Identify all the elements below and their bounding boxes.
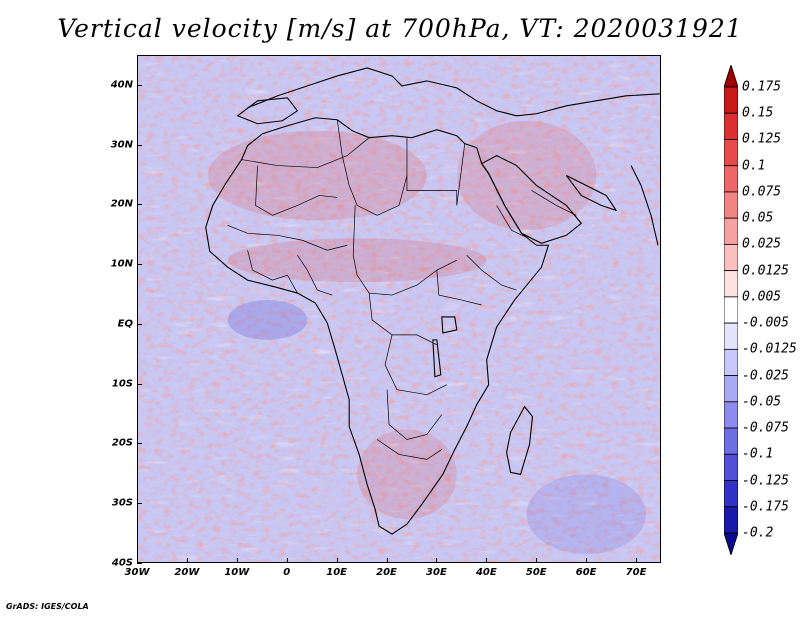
indian-ocean-blue-zone bbox=[526, 474, 647, 555]
colorbar-segment bbox=[724, 401, 738, 429]
colorbar-label: 0.15 bbox=[742, 105, 774, 121]
lake-victoria bbox=[441, 316, 458, 334]
atlantic-blue-zone bbox=[227, 300, 308, 340]
colorbar-label: -0.125 bbox=[742, 473, 789, 489]
lat-tick bbox=[137, 443, 142, 445]
lon-tick-label: 10W bbox=[224, 567, 250, 578]
lon-tick bbox=[137, 558, 138, 563]
colorbar-segment bbox=[724, 480, 738, 508]
lon-tick-label: 30W bbox=[124, 567, 150, 578]
lon-tick-label: 70E bbox=[625, 567, 647, 578]
lon-tick bbox=[536, 558, 538, 563]
lat-tick-label: 10S bbox=[111, 378, 133, 390]
lat-tick-label: 10N bbox=[110, 258, 133, 270]
colorbar-segment bbox=[724, 270, 738, 298]
colorbar-segment bbox=[724, 65, 738, 88]
colorbar-segment bbox=[724, 191, 738, 219]
colorbar-label: 0.125 bbox=[742, 131, 782, 147]
lon-tick-label: 40E bbox=[475, 567, 497, 578]
lon-tick-label: 0 bbox=[283, 567, 291, 578]
india-coast bbox=[630, 165, 659, 246]
lat-tick bbox=[137, 144, 142, 146]
lon-tick bbox=[336, 558, 338, 563]
lon-tick bbox=[386, 558, 388, 563]
lon-tick-label: 50E bbox=[525, 567, 547, 578]
colorbar-label: 0.05 bbox=[742, 210, 774, 226]
lon-tick bbox=[236, 558, 238, 563]
colorbar-segment bbox=[724, 453, 738, 481]
colorbar-segment bbox=[724, 506, 738, 534]
lon-tick-label: 20E bbox=[376, 567, 397, 578]
map-plot-area bbox=[137, 55, 661, 563]
colorbar-label: -0.175 bbox=[742, 499, 789, 515]
colorbar-label: -0.2 bbox=[742, 525, 774, 541]
colorbar-segment bbox=[724, 139, 738, 167]
colorbar-segment bbox=[724, 217, 738, 245]
lat-tick-label: EQ bbox=[117, 318, 133, 330]
colorbar-label: 0.1 bbox=[742, 158, 766, 174]
mediterranean-north-coast bbox=[247, 67, 660, 117]
africa-coastline bbox=[205, 117, 550, 535]
lat-tick bbox=[137, 503, 142, 505]
colorbar-segment bbox=[724, 244, 738, 272]
lon-tick bbox=[436, 558, 438, 563]
grads-credit: GrADS: IGES/COLA bbox=[6, 602, 89, 611]
sahel-red-zone bbox=[227, 238, 487, 283]
lon-tick-label: 10E bbox=[326, 567, 347, 578]
lat-tick-label: 30N bbox=[110, 139, 133, 151]
colorbar-label: 0.005 bbox=[742, 289, 782, 305]
colorbar-label: 0.0125 bbox=[742, 263, 789, 279]
colorbar-segment bbox=[724, 86, 738, 114]
country-borders bbox=[227, 119, 577, 460]
sahara-red-zone bbox=[207, 130, 427, 221]
colorbar-segment bbox=[724, 532, 738, 555]
lon-tick-label: 20W bbox=[174, 567, 200, 578]
lon-tick-label: 30E bbox=[426, 567, 447, 578]
colorbar-label: -0.075 bbox=[742, 420, 789, 436]
colorbar-segment bbox=[724, 165, 738, 193]
madagascar bbox=[506, 405, 534, 475]
colorbar-segment bbox=[724, 375, 738, 403]
velocity-field-map bbox=[138, 56, 660, 562]
iberia bbox=[236, 97, 299, 125]
colorbar bbox=[724, 65, 738, 555]
lat-tick-label: 40N bbox=[110, 79, 133, 91]
lat-tick bbox=[137, 323, 142, 325]
lat-tick-label: 20N bbox=[110, 198, 133, 210]
lon-tick bbox=[186, 558, 188, 563]
lon-tick bbox=[636, 558, 638, 563]
colorbar-label: 0.175 bbox=[742, 79, 782, 95]
colorbar-label: -0.05 bbox=[742, 394, 782, 410]
field-streaks bbox=[138, 56, 660, 562]
persian-gulf bbox=[565, 175, 618, 212]
lon-tick bbox=[286, 558, 288, 563]
map-title: Vertical velocity [m/s] at 700hPa, VT: 2… bbox=[57, 14, 743, 43]
colorbar-label: -0.005 bbox=[742, 315, 789, 331]
coastlines bbox=[205, 67, 660, 535]
lat-tick bbox=[137, 383, 142, 385]
lat-tick-label: 20S bbox=[111, 437, 133, 449]
lat-tick-label: 40S bbox=[111, 557, 133, 569]
southern-africa-red-zone bbox=[357, 429, 457, 520]
colorbar-segment bbox=[724, 427, 738, 455]
lon-tick-label: 60E bbox=[575, 567, 597, 578]
colorbar-segment bbox=[724, 348, 738, 376]
lat-tick bbox=[137, 204, 142, 206]
lon-tick bbox=[486, 558, 488, 563]
colorbar-segment bbox=[724, 296, 738, 324]
lat-tick bbox=[137, 264, 142, 266]
colorbar-segment bbox=[724, 112, 738, 140]
lat-tick bbox=[137, 84, 142, 86]
colorbar-label: -0.0125 bbox=[742, 341, 797, 357]
lat-tick bbox=[137, 563, 142, 564]
arabian-peninsula bbox=[480, 154, 583, 244]
colorbar-segment bbox=[724, 322, 738, 350]
lake-tanganyika bbox=[432, 339, 442, 378]
lat-tick-label: 30S bbox=[111, 497, 133, 509]
colorbar-label: -0.1 bbox=[742, 446, 774, 462]
lon-tick bbox=[586, 558, 588, 563]
colorbar-label: 0.075 bbox=[742, 184, 782, 200]
colorbar-label: -0.025 bbox=[742, 368, 789, 384]
colorbar-label: 0.025 bbox=[742, 236, 782, 252]
